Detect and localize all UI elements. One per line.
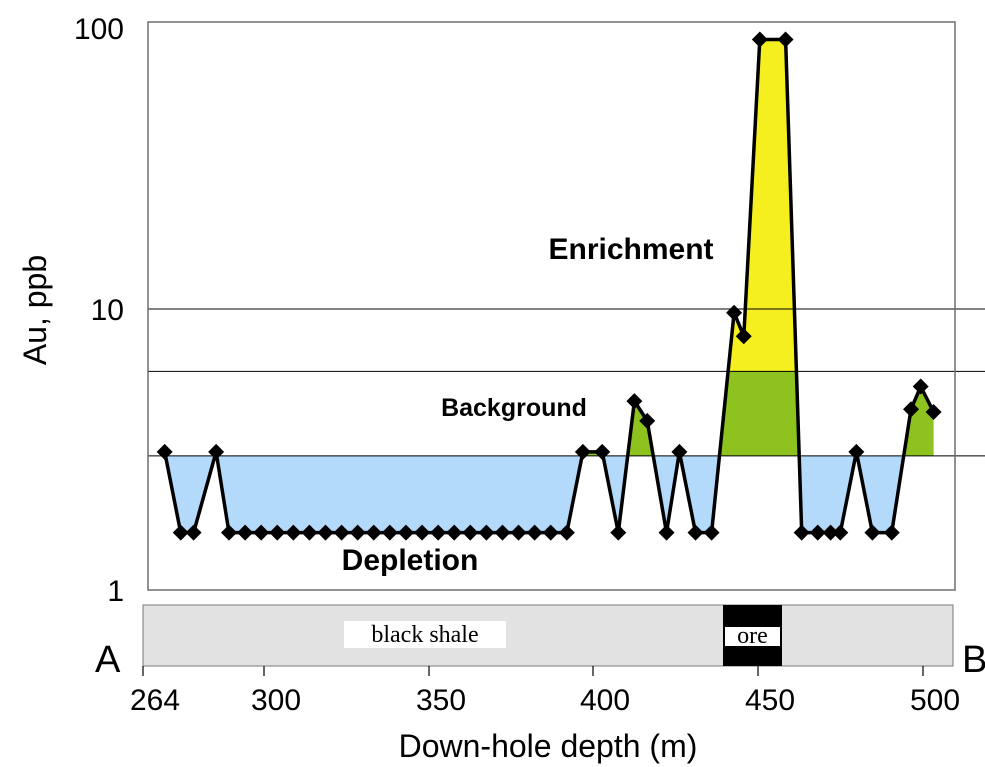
annotation-depletion: Depletion: [342, 544, 479, 577]
data-point: [285, 524, 302, 541]
data-point: [446, 524, 463, 541]
ore-label-box: [725, 627, 780, 646]
data-point: [883, 524, 900, 541]
y-tick-label: 100: [74, 13, 124, 46]
plot-frame: [147, 21, 956, 591]
x-tick-label: 300: [251, 684, 301, 717]
x-tick-label: 350: [416, 684, 466, 717]
y-axis-title: Au, ppb: [17, 255, 53, 365]
data-point: [381, 524, 398, 541]
x-tick-label: 264: [130, 684, 180, 717]
data-point: [542, 524, 559, 541]
x-axis-title: Down-hole depth (m): [399, 728, 698, 764]
data-point: [925, 403, 942, 420]
data-point: [735, 328, 752, 345]
data-point: [832, 524, 849, 541]
shale-label-box: [344, 621, 506, 648]
data-point: [671, 443, 688, 460]
marker-layer: [156, 31, 942, 541]
data-point: [610, 524, 627, 541]
data-point: [220, 524, 237, 541]
enrichment-area: [164, 39, 934, 372]
data-point: [526, 524, 543, 541]
lithology-strip: ore black shale: [142, 604, 954, 667]
data-point: [414, 524, 431, 541]
data-point: [185, 524, 202, 541]
data-point: [478, 524, 495, 541]
data-point: [317, 524, 334, 541]
data-point: [903, 401, 920, 418]
data-point: [848, 443, 865, 460]
fill-layer: [164, 39, 934, 533]
data-point: [253, 524, 270, 541]
data-point: [809, 524, 826, 541]
data-point: [639, 412, 656, 429]
section-end-b: B: [962, 639, 985, 681]
depletion-area: [164, 455, 934, 533]
data-point: [626, 393, 643, 410]
data-point: [430, 524, 447, 541]
x-tick-label: 500: [910, 684, 960, 717]
data-point: [397, 524, 414, 541]
data-point: [510, 524, 527, 541]
data-point: [237, 524, 254, 541]
background-area: [164, 371, 934, 456]
data-point: [777, 31, 794, 48]
data-point: [574, 443, 591, 460]
data-point: [726, 304, 743, 321]
data-point: [793, 524, 810, 541]
data-point: [594, 443, 611, 460]
data-point: [349, 524, 366, 541]
data-point: [156, 443, 173, 460]
data-point: [269, 524, 286, 541]
data-point: [333, 524, 350, 541]
x-tick-label: 450: [745, 684, 795, 717]
y-tick-label: 10: [91, 294, 124, 327]
ore-label: ore: [737, 623, 768, 649]
y-tick-labels: 1 10 100: [74, 13, 124, 608]
gridline-layer: [148, 308, 985, 457]
lithology-bar: [142, 604, 954, 667]
data-point: [558, 524, 575, 541]
data-point: [751, 31, 768, 48]
data-point: [703, 524, 720, 541]
y-tick-label: 1: [107, 575, 124, 608]
data-point: [658, 524, 675, 541]
shale-label: black shale: [371, 622, 478, 648]
data-point: [208, 443, 225, 460]
x-tick-label: 400: [580, 684, 630, 717]
data-point: [864, 524, 881, 541]
data-point: [462, 524, 479, 541]
data-point: [494, 524, 511, 541]
data-point: [301, 524, 318, 541]
annotation-enrichment: Enrichment: [548, 233, 713, 266]
data-point: [365, 524, 382, 541]
data-point: [172, 524, 189, 541]
section-end-a: A: [95, 639, 121, 681]
data-point: [822, 524, 839, 541]
annotation-background: Background: [441, 394, 587, 422]
data-point: [912, 378, 929, 395]
x-ticks: 264 300 350 400 450 500: [130, 666, 960, 717]
data-point: [687, 524, 704, 541]
